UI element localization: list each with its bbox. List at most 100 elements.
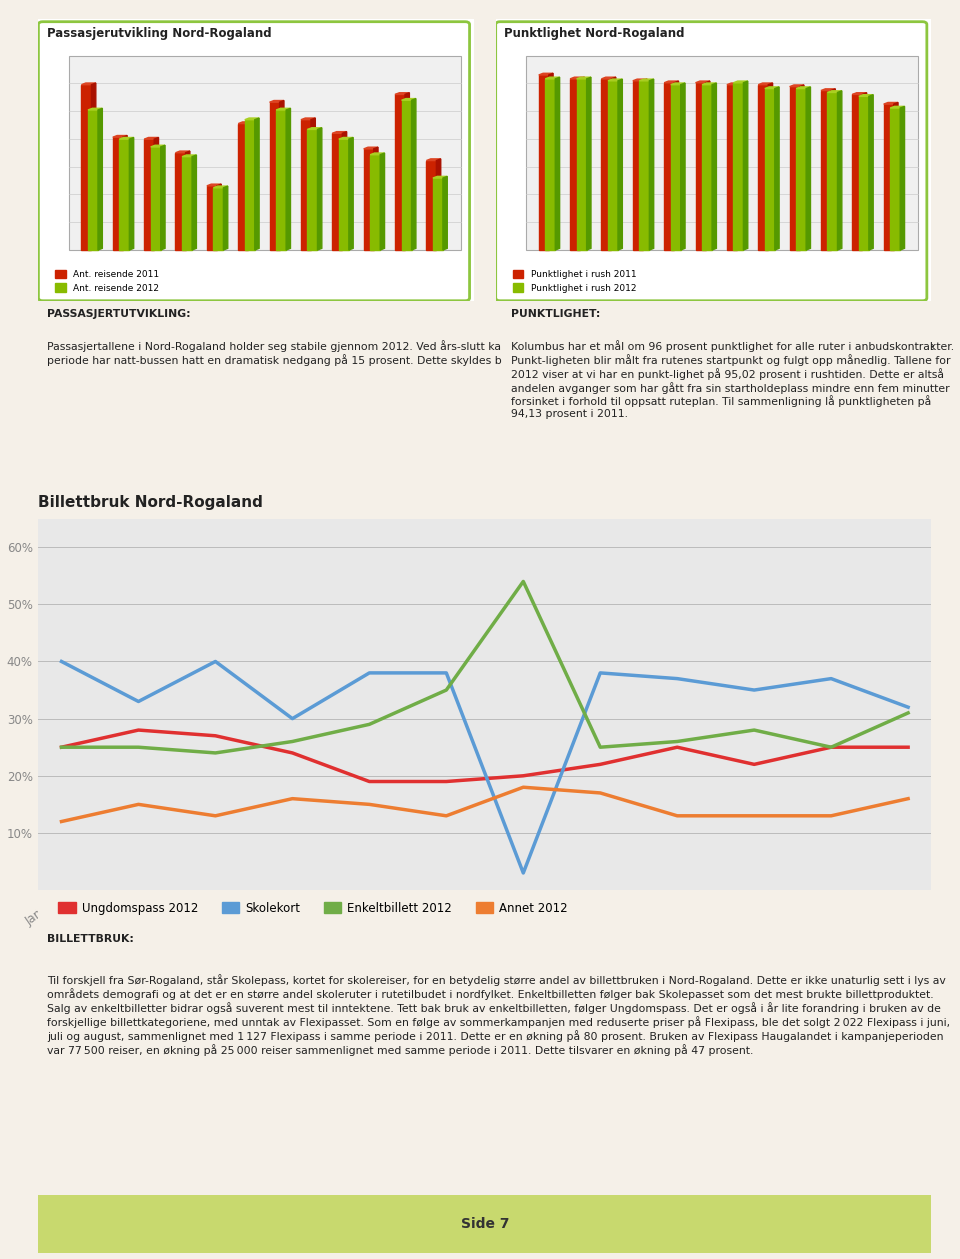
Polygon shape (664, 81, 679, 83)
Polygon shape (119, 137, 133, 140)
Polygon shape (758, 83, 773, 84)
Polygon shape (577, 79, 587, 251)
Polygon shape (900, 106, 904, 251)
Polygon shape (681, 83, 685, 251)
Polygon shape (775, 87, 780, 251)
Polygon shape (733, 81, 748, 83)
Polygon shape (206, 186, 217, 251)
Polygon shape (664, 83, 674, 251)
Polygon shape (859, 94, 874, 97)
Text: Passasjerutvikling Nord-Rogaland: Passasjerutvikling Nord-Rogaland (47, 28, 272, 40)
Polygon shape (364, 149, 373, 251)
Polygon shape (300, 120, 311, 251)
Polygon shape (307, 127, 322, 130)
Polygon shape (144, 137, 158, 140)
Polygon shape (112, 137, 123, 251)
Polygon shape (69, 55, 461, 251)
Polygon shape (88, 110, 98, 251)
Polygon shape (123, 136, 127, 251)
Polygon shape (339, 140, 348, 251)
Polygon shape (733, 83, 743, 251)
Text: BILLETTBRUK:: BILLETTBRUK: (47, 934, 134, 944)
Polygon shape (639, 79, 654, 81)
Polygon shape (674, 81, 679, 251)
Polygon shape (852, 93, 867, 94)
Polygon shape (238, 123, 249, 251)
Polygon shape (831, 89, 835, 251)
Polygon shape (555, 77, 560, 251)
Polygon shape (238, 122, 252, 123)
Polygon shape (796, 87, 810, 88)
Polygon shape (130, 137, 133, 251)
Polygon shape (176, 152, 185, 251)
Polygon shape (155, 137, 158, 251)
Polygon shape (311, 118, 315, 251)
Polygon shape (643, 79, 647, 251)
Polygon shape (98, 108, 103, 251)
Polygon shape (405, 93, 409, 251)
Legend: Ungdomspass 2012, Skolekort, Enkeltbillett 2012, Annet 2012: Ungdomspass 2012, Skolekort, Enkeltbille… (53, 896, 573, 919)
Polygon shape (806, 87, 810, 251)
Polygon shape (82, 83, 96, 84)
Polygon shape (612, 77, 615, 251)
Polygon shape (894, 102, 898, 251)
Polygon shape (577, 77, 591, 79)
Polygon shape (702, 83, 716, 84)
Polygon shape (796, 88, 806, 251)
Polygon shape (206, 184, 221, 186)
Legend: Ant. reisende 2011, Ant. reisende 2012: Ant. reisende 2011, Ant. reisende 2012 (52, 266, 163, 296)
Polygon shape (380, 154, 385, 251)
Polygon shape (837, 91, 842, 251)
Polygon shape (88, 108, 103, 110)
Polygon shape (112, 136, 127, 137)
Polygon shape (286, 108, 291, 251)
Text: Billettbruk Nord-Rogaland: Billettbruk Nord-Rogaland (38, 496, 263, 510)
Text: Til forskjell fra Sør-Rogaland, står Skolepass, kortet for skolereiser, for en b: Til forskjell fra Sør-Rogaland, står Sko… (47, 974, 950, 1056)
Polygon shape (270, 101, 284, 102)
Polygon shape (300, 118, 315, 120)
Polygon shape (580, 77, 585, 251)
Polygon shape (768, 83, 773, 251)
Polygon shape (545, 77, 560, 79)
Polygon shape (695, 83, 706, 251)
Polygon shape (213, 186, 228, 188)
Polygon shape (318, 127, 322, 251)
Polygon shape (395, 94, 405, 251)
Polygon shape (828, 92, 837, 251)
Polygon shape (862, 93, 867, 251)
Polygon shape (332, 133, 343, 251)
Polygon shape (91, 83, 96, 251)
Polygon shape (828, 91, 842, 92)
Polygon shape (758, 84, 768, 251)
Polygon shape (426, 159, 441, 161)
Polygon shape (395, 93, 409, 94)
Polygon shape (737, 83, 741, 251)
Polygon shape (765, 87, 780, 88)
Polygon shape (364, 147, 378, 149)
Polygon shape (160, 145, 165, 251)
Polygon shape (371, 154, 385, 155)
Polygon shape (671, 84, 681, 251)
Polygon shape (213, 188, 224, 251)
Polygon shape (433, 178, 443, 251)
Polygon shape (339, 137, 353, 140)
Polygon shape (373, 147, 378, 251)
Polygon shape (279, 101, 284, 251)
Polygon shape (727, 84, 737, 251)
Polygon shape (82, 84, 91, 251)
Polygon shape (276, 108, 291, 110)
Polygon shape (144, 140, 155, 251)
Polygon shape (743, 81, 748, 251)
Polygon shape (192, 155, 197, 251)
Polygon shape (254, 118, 259, 251)
Polygon shape (633, 79, 647, 81)
Polygon shape (618, 79, 622, 251)
Polygon shape (249, 122, 252, 251)
Text: PUNKTLIGHET:: PUNKTLIGHET: (511, 310, 600, 320)
Polygon shape (859, 97, 869, 251)
Polygon shape (539, 76, 549, 251)
Polygon shape (224, 186, 228, 251)
Polygon shape (712, 83, 716, 251)
Polygon shape (706, 81, 709, 251)
Polygon shape (412, 98, 416, 251)
